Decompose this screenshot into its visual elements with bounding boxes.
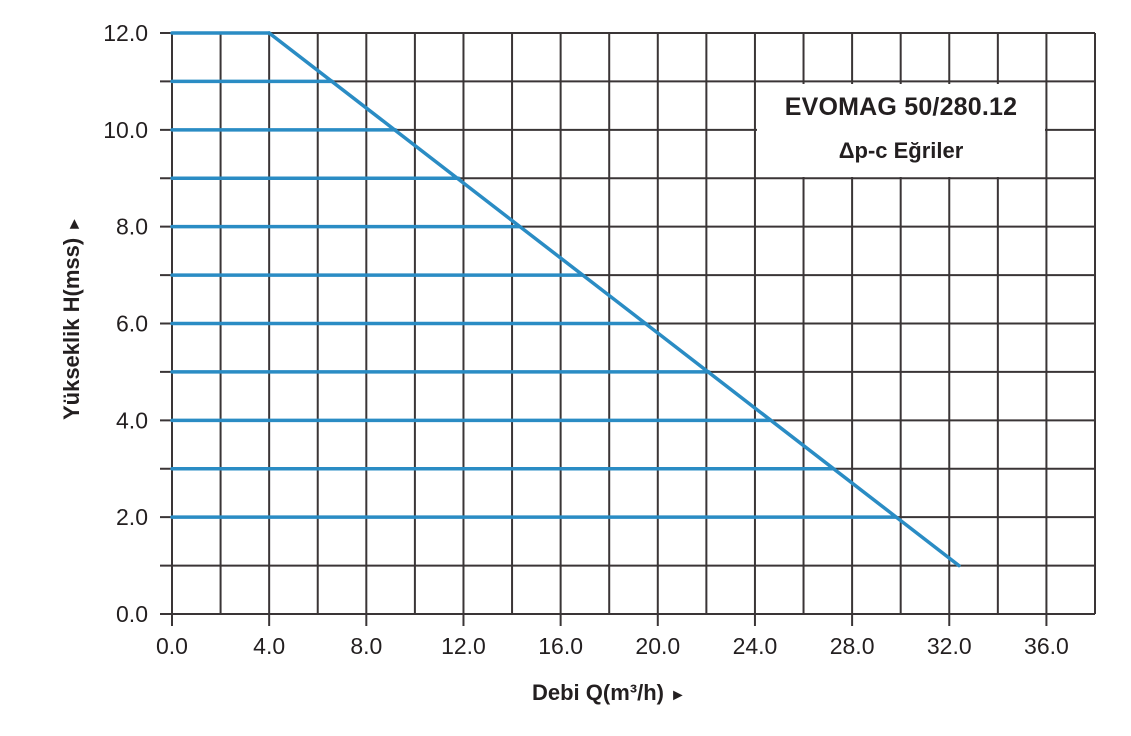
y-tick-label: 8.0 <box>116 214 148 240</box>
x-tick-label: 16.0 <box>538 633 583 659</box>
y-axis-label-text: Yükseklik H(mss) <box>59 237 84 421</box>
x-tick-label: 12.0 <box>441 633 486 659</box>
x-tick-label: 4.0 <box>253 633 285 659</box>
y-tick-label: 12.0 <box>103 20 148 46</box>
legend-title: EVOMAG 50/280.12 <box>784 93 1018 121</box>
tick-labels: 0.0 4.0 8.0 12.0 16.0 20.0 24.0 28.0 32.0 36.0 0.0… <box>103 20 1069 659</box>
x-tick-label: 28.0 <box>830 633 875 659</box>
arrow-right-icon: ► <box>670 687 686 704</box>
x-axis-label: Debi Q(m³/h) ► <box>532 680 686 706</box>
x-axis-label-text: Debi Q(m³/h) <box>532 680 664 705</box>
y-tick-label: 4.0 <box>116 407 148 433</box>
curve-line <box>267 31 961 568</box>
y-tick-label: 0.0 <box>116 601 148 627</box>
x-tick-label: 20.0 <box>635 633 680 659</box>
y-tick-label: 2.0 <box>116 504 148 530</box>
x-tick-label: 0.0 <box>156 633 188 659</box>
legend-subtitle: Δp-c Eğriler <box>838 138 964 163</box>
y-tick-label: 10.0 <box>103 117 148 143</box>
y-axis-label: Yükseklik H(mss) ► <box>59 216 85 420</box>
y-tick-label: 6.0 <box>116 311 148 337</box>
curves <box>170 31 961 568</box>
x-tick-label: 24.0 <box>733 633 778 659</box>
x-tick-label: 32.0 <box>927 633 972 659</box>
legend-box: EVOMAG 50/280.12 Δp-c Eğriler <box>757 84 1045 177</box>
x-tick-label: 36.0 <box>1024 633 1069 659</box>
arrow-up-icon: ► <box>66 215 83 232</box>
axis-ticks <box>171 614 1048 626</box>
x-tick-label: 8.0 <box>350 633 382 659</box>
